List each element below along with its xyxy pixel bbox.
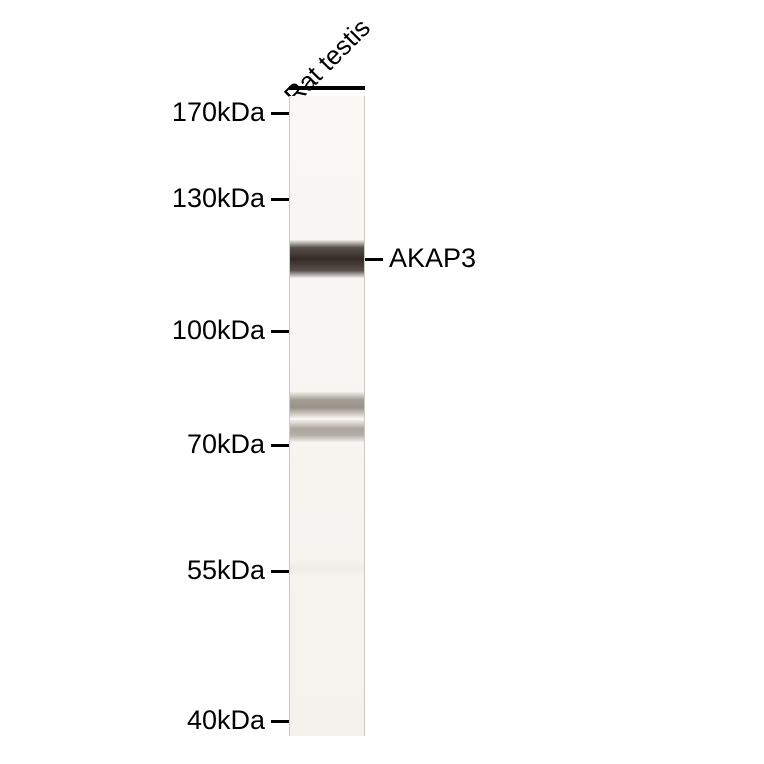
marker-tick bbox=[271, 198, 289, 201]
blot-band bbox=[290, 392, 364, 418]
marker-label: 55kDa bbox=[187, 555, 265, 586]
marker-tick bbox=[271, 444, 289, 447]
blot-band bbox=[290, 240, 364, 278]
blot-lane bbox=[289, 96, 365, 736]
blot-band bbox=[290, 560, 364, 576]
blot-band bbox=[290, 420, 364, 442]
western-blot-figure: Rat testis 170kDa130kDa100kDa70kDa55kDa4… bbox=[0, 0, 764, 764]
sample-underline bbox=[289, 86, 365, 90]
marker-tick bbox=[271, 720, 289, 723]
marker-tick bbox=[271, 112, 289, 115]
marker-tick bbox=[271, 330, 289, 333]
marker-label: 170kDa bbox=[172, 97, 265, 128]
marker-tick bbox=[271, 570, 289, 573]
protein-label: AKAP3 bbox=[389, 243, 476, 274]
marker-label: 70kDa bbox=[187, 429, 265, 460]
marker-label: 40kDa bbox=[187, 705, 265, 736]
marker-label: 130kDa bbox=[172, 183, 265, 214]
protein-tick bbox=[365, 258, 383, 261]
marker-label: 100kDa bbox=[172, 315, 265, 346]
